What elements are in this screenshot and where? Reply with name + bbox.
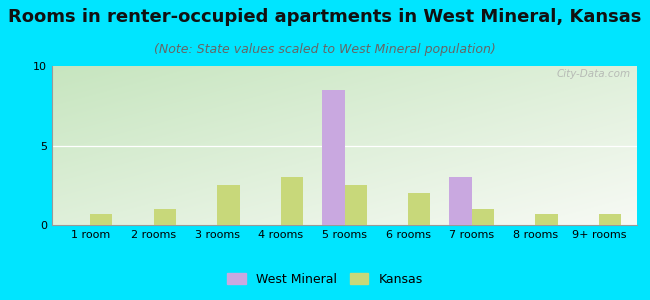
Bar	[90, 214, 112, 225]
Bar	[322, 90, 344, 225]
Bar	[281, 177, 303, 225]
Bar	[599, 214, 621, 225]
Bar	[449, 177, 472, 225]
Bar	[535, 214, 558, 225]
Legend: West Mineral, Kansas: West Mineral, Kansas	[222, 268, 428, 291]
Bar	[217, 185, 240, 225]
Text: City-Data.com: City-Data.com	[557, 69, 631, 79]
Bar	[408, 193, 430, 225]
Bar	[154, 209, 176, 225]
Bar	[344, 185, 367, 225]
Text: Rooms in renter-occupied apartments in West Mineral, Kansas: Rooms in renter-occupied apartments in W…	[8, 8, 642, 26]
Bar	[472, 209, 494, 225]
Text: (Note: State values scaled to West Mineral population): (Note: State values scaled to West Miner…	[154, 44, 496, 56]
